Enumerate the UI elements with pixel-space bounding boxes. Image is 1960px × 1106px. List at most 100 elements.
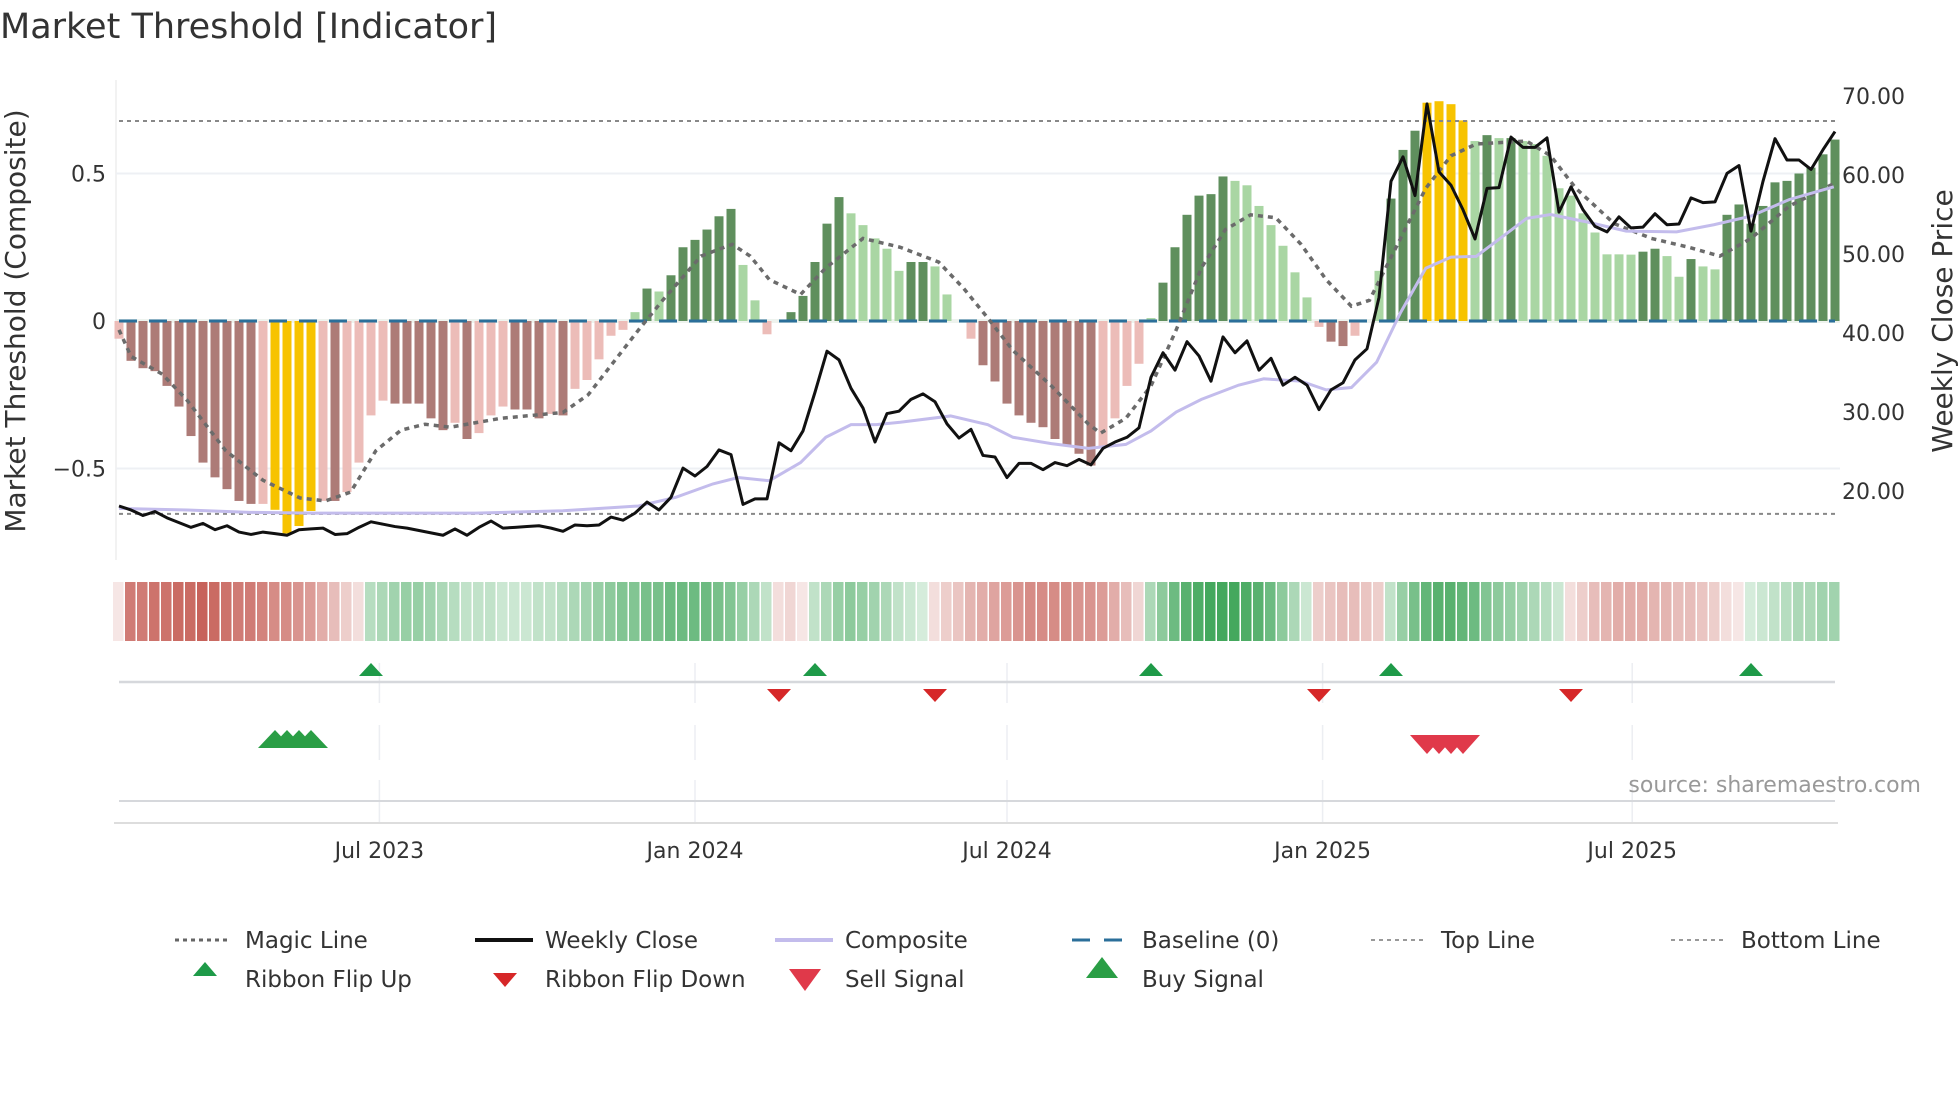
- buy-signal-marker: [294, 730, 328, 748]
- ribbon-flip-up-marker: [1739, 663, 1763, 676]
- composite-bar: [1182, 214, 1192, 321]
- ribbon-cell: [737, 582, 748, 641]
- ribbon-cell: [353, 582, 364, 641]
- composite-bar: [330, 321, 340, 501]
- ribbon-cell: [137, 582, 148, 641]
- ribbon-cell: [449, 582, 460, 641]
- ribbon-cell: [1421, 582, 1432, 641]
- weekly-close-line: [118, 102, 1837, 537]
- composite-bar: [1794, 173, 1804, 321]
- composite-bar: [546, 321, 556, 414]
- composite-bar: [966, 321, 976, 339]
- ribbon-cell: [1469, 582, 1480, 641]
- ribbon-cell: [1325, 582, 1336, 641]
- ribbon-cell: [329, 582, 340, 641]
- legend-label: Ribbon Flip Down: [545, 967, 746, 993]
- ribbon-cell: [1445, 582, 1456, 641]
- composite-bar: [1278, 245, 1288, 321]
- legend-item: Sell Signal: [789, 967, 965, 993]
- composite-bar: [1482, 135, 1492, 321]
- ribbon-cell: [1205, 582, 1216, 641]
- composite-bar: [1254, 205, 1264, 321]
- composite-bar: [738, 264, 748, 321]
- ribbon-cell: [1613, 582, 1624, 641]
- ribbon-strip: [113, 582, 1840, 641]
- ribbon-cell: [761, 582, 772, 641]
- ribbon-cell: [689, 582, 700, 641]
- legend-item: Ribbon Flip Down: [493, 967, 746, 993]
- composite-bar: [1218, 176, 1228, 321]
- ribbon-cell: [1481, 582, 1492, 641]
- ribbon-cell: [1601, 582, 1612, 641]
- ribbon-cell: [1373, 582, 1384, 641]
- ribbon-cell: [773, 582, 784, 641]
- right-tick-label: 40.00: [1842, 322, 1905, 347]
- composite-bar: [1710, 269, 1720, 321]
- composite-bar: [570, 321, 580, 389]
- ribbon-cell: [1769, 582, 1780, 641]
- composite-bar: [1314, 321, 1324, 327]
- composite-bar: [1086, 321, 1096, 466]
- chart-title: Market Threshold [Indicator]: [0, 7, 497, 47]
- composite-bar: [1326, 321, 1336, 342]
- ribbon-cell: [1829, 582, 1840, 641]
- ribbon-cell: [1553, 582, 1564, 641]
- right-tick-label: 60.00: [1842, 164, 1905, 189]
- ribbon-cell: [1001, 582, 1012, 641]
- ribbon-cell: [581, 582, 592, 641]
- ribbon-cell: [605, 582, 616, 641]
- composite-bar: [930, 266, 940, 321]
- ribbon-cell: [1673, 582, 1684, 641]
- ribbon-cell: [149, 582, 160, 641]
- legend-label: Bottom Line: [1741, 928, 1881, 954]
- ribbon-cell: [797, 582, 808, 641]
- composite-bar: [1578, 213, 1588, 321]
- ribbon-cell: [641, 582, 652, 641]
- ribbon-cell: [569, 582, 580, 641]
- composite-bar: [426, 321, 436, 419]
- ribbon-cell: [1433, 582, 1444, 641]
- x-tick-label: Jan 2024: [645, 839, 744, 864]
- legend: Magic Line Weekly Close Composite Baseline …: [175, 928, 1881, 993]
- ribbon-cell: [1169, 582, 1180, 641]
- composite-bar: [1014, 321, 1024, 416]
- composite-bar: [1530, 144, 1540, 321]
- ribbon-cell: [1529, 582, 1540, 641]
- composite-bar: [366, 321, 376, 416]
- ribbon-cell: [413, 582, 424, 641]
- composite-bar: [438, 321, 448, 431]
- ribbon-cell: [905, 582, 916, 641]
- composite-bar: [282, 321, 292, 534]
- ribbon-cell: [1337, 582, 1348, 641]
- ribbon-cell: [317, 582, 328, 641]
- left-tick-label: 0.5: [71, 163, 106, 188]
- ribbon-cell: [1121, 582, 1132, 641]
- composite-bar: [222, 321, 232, 490]
- ribbon-cell: [1577, 582, 1588, 641]
- composite-bar: [1302, 297, 1312, 321]
- ribbon-cell: [629, 582, 640, 641]
- ribbon-cell: [845, 582, 856, 641]
- ribbon-cell: [1685, 582, 1696, 641]
- composite-bar: [870, 238, 880, 321]
- ribbon-cell: [1721, 582, 1732, 641]
- ribbon-cell: [1793, 582, 1804, 641]
- ribbon-cell: [401, 582, 412, 641]
- composite-bar: [522, 321, 532, 410]
- ribbon-cell: [161, 582, 172, 641]
- series-lines: [117, 102, 1837, 537]
- ribbon-cell: [1565, 582, 1576, 641]
- ribbon-cell: [1781, 582, 1792, 641]
- left-axis-label: Market Threshold (Composite): [0, 109, 32, 532]
- legend-item: Top Line: [1371, 928, 1535, 954]
- composite-bar: [1074, 321, 1084, 454]
- ribbon-cell: [197, 582, 208, 641]
- ribbon-cell: [233, 582, 244, 641]
- ribbon-cell: [809, 582, 820, 641]
- composite-bar: [582, 321, 592, 380]
- composite-bar: [1758, 205, 1768, 321]
- ribbon-cell: [269, 582, 280, 641]
- ribbon-cell: [665, 582, 676, 641]
- composite-bar: [1206, 194, 1216, 321]
- composite-bar: [1026, 321, 1036, 423]
